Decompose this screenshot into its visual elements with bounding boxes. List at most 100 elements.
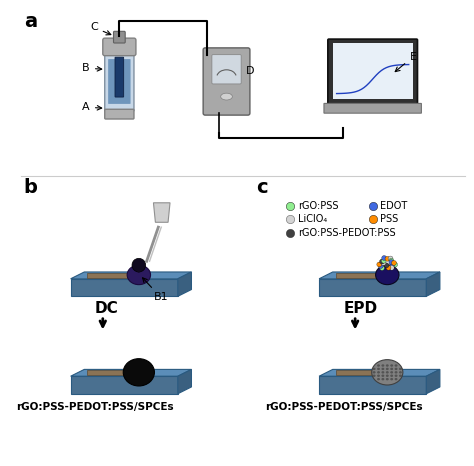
FancyBboxPatch shape — [328, 39, 418, 104]
Ellipse shape — [384, 263, 389, 268]
Ellipse shape — [127, 265, 151, 285]
Ellipse shape — [399, 371, 402, 374]
Ellipse shape — [132, 258, 146, 272]
Polygon shape — [71, 272, 191, 279]
Ellipse shape — [377, 371, 380, 374]
FancyBboxPatch shape — [324, 103, 421, 113]
Ellipse shape — [377, 364, 380, 367]
Ellipse shape — [381, 260, 386, 265]
Ellipse shape — [378, 264, 383, 268]
Ellipse shape — [377, 375, 380, 377]
FancyBboxPatch shape — [108, 59, 130, 104]
Ellipse shape — [382, 368, 384, 370]
Ellipse shape — [386, 364, 389, 367]
Ellipse shape — [123, 359, 155, 386]
Polygon shape — [178, 370, 191, 394]
Ellipse shape — [386, 265, 391, 270]
Polygon shape — [426, 370, 440, 394]
Ellipse shape — [375, 265, 399, 285]
Ellipse shape — [377, 368, 380, 370]
Text: rGO:PSS-PEDOT:PSS/SPCEs: rGO:PSS-PEDOT:PSS/SPCEs — [16, 402, 174, 412]
Ellipse shape — [380, 259, 384, 264]
Ellipse shape — [390, 375, 393, 377]
Text: DC: DC — [95, 301, 119, 316]
Ellipse shape — [382, 371, 384, 374]
Ellipse shape — [386, 375, 389, 377]
Text: C: C — [90, 22, 111, 35]
Polygon shape — [319, 272, 440, 279]
Text: B: B — [82, 63, 102, 73]
Ellipse shape — [394, 368, 398, 370]
Polygon shape — [426, 272, 440, 296]
Text: rGO:PSS-PEDOT:PSS/SPCEs: rGO:PSS-PEDOT:PSS/SPCEs — [264, 402, 422, 412]
Text: a: a — [24, 13, 37, 31]
Ellipse shape — [381, 258, 386, 263]
Ellipse shape — [390, 371, 393, 374]
Ellipse shape — [382, 364, 384, 367]
Ellipse shape — [382, 255, 387, 260]
Ellipse shape — [386, 378, 389, 380]
Text: b: b — [24, 178, 38, 197]
Ellipse shape — [390, 263, 394, 268]
Ellipse shape — [390, 378, 393, 380]
Ellipse shape — [385, 256, 390, 261]
Ellipse shape — [372, 360, 403, 385]
Polygon shape — [136, 270, 142, 273]
Polygon shape — [87, 370, 132, 375]
FancyBboxPatch shape — [203, 48, 250, 115]
Ellipse shape — [373, 371, 375, 374]
Polygon shape — [71, 370, 191, 376]
Ellipse shape — [390, 368, 393, 370]
Ellipse shape — [399, 375, 402, 377]
Ellipse shape — [377, 262, 382, 267]
Polygon shape — [319, 376, 426, 394]
Polygon shape — [154, 203, 170, 222]
Ellipse shape — [382, 378, 384, 380]
Ellipse shape — [389, 258, 394, 263]
Polygon shape — [319, 370, 440, 376]
FancyBboxPatch shape — [333, 43, 413, 98]
Ellipse shape — [388, 256, 393, 261]
Text: A: A — [82, 102, 102, 112]
Text: PSS: PSS — [381, 214, 399, 224]
Ellipse shape — [390, 364, 393, 367]
Ellipse shape — [392, 262, 398, 267]
Ellipse shape — [380, 266, 384, 270]
Ellipse shape — [382, 375, 384, 377]
Polygon shape — [178, 272, 191, 296]
Ellipse shape — [377, 378, 380, 380]
Text: EPD: EPD — [344, 301, 378, 316]
Text: EDOT: EDOT — [381, 201, 408, 211]
Ellipse shape — [386, 371, 389, 374]
Ellipse shape — [394, 378, 398, 380]
FancyBboxPatch shape — [105, 109, 134, 119]
Polygon shape — [71, 376, 178, 394]
Ellipse shape — [373, 375, 375, 377]
Ellipse shape — [389, 260, 394, 265]
Ellipse shape — [386, 368, 389, 370]
Polygon shape — [319, 279, 426, 296]
Text: rGO:PSS: rGO:PSS — [298, 201, 338, 211]
Polygon shape — [87, 273, 132, 278]
Polygon shape — [336, 370, 381, 375]
Text: LiClO₄: LiClO₄ — [298, 214, 327, 224]
Text: B1: B1 — [143, 278, 168, 302]
FancyBboxPatch shape — [115, 57, 124, 97]
Ellipse shape — [392, 260, 396, 265]
FancyBboxPatch shape — [105, 51, 134, 111]
Ellipse shape — [394, 364, 398, 367]
Ellipse shape — [373, 368, 375, 370]
Polygon shape — [71, 279, 178, 296]
Text: c: c — [256, 178, 267, 197]
Text: E: E — [395, 52, 417, 72]
Ellipse shape — [399, 368, 402, 370]
FancyBboxPatch shape — [113, 31, 125, 43]
FancyBboxPatch shape — [212, 55, 241, 84]
Text: D: D — [246, 66, 255, 76]
Ellipse shape — [394, 375, 398, 377]
Text: rGO:PSS-PEDOT:PSS: rGO:PSS-PEDOT:PSS — [298, 228, 395, 238]
FancyBboxPatch shape — [103, 38, 136, 55]
Ellipse shape — [394, 371, 398, 374]
Ellipse shape — [221, 93, 232, 100]
Ellipse shape — [389, 265, 394, 270]
